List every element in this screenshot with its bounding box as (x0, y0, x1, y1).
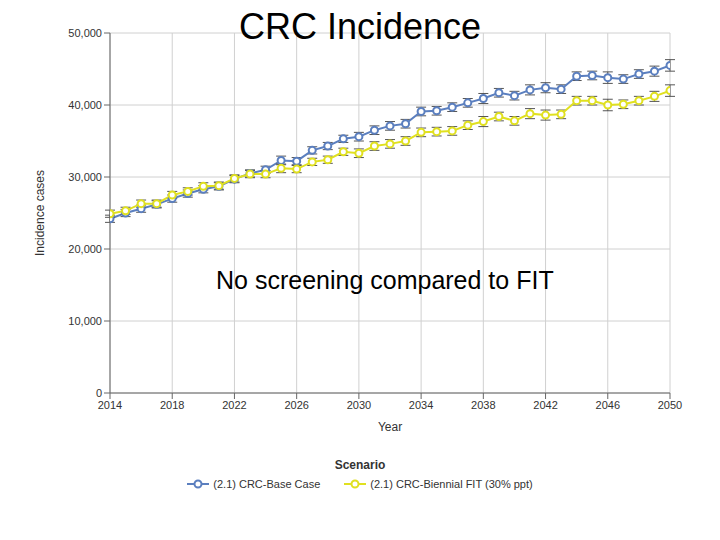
svg-text:2026: 2026 (284, 399, 308, 411)
html-text:No screening compared to FIT: No screening compared to FIT (216, 266, 554, 294)
svg-text:2018: 2018 (160, 399, 184, 411)
html-text:(2.1) CRC-Biennial FIT (30% pp: (2.1) CRC-Biennial FIT (30% ppt) (370, 478, 533, 490)
svg-text:2030: 2030 (347, 399, 371, 411)
svg-text:50,000: 50,000 (68, 27, 102, 39)
svg-text:10,000: 10,000 (68, 315, 102, 327)
svg-text:0: 0 (96, 387, 102, 399)
svg-text:2022: 2022 (222, 399, 246, 411)
svg-text:40,000: 40,000 (68, 99, 102, 111)
svg-text:2050: 2050 (658, 399, 682, 411)
html-text:(2.1) CRC-Base Case: (2.1) CRC-Base Case (213, 478, 321, 490)
svg-text:2038: 2038 (471, 399, 495, 411)
svg-text:Incidence cases: Incidence cases (33, 170, 47, 256)
svg-text:Year: Year (378, 420, 402, 434)
html-text:Scenario: Scenario (334, 458, 386, 472)
svg-text:20,000: 20,000 (68, 243, 102, 255)
svg-text:2042: 2042 (533, 399, 557, 411)
html-text:CRC Incidence: CRC Incidence (238, 6, 481, 47)
svg-text:2014: 2014 (98, 399, 122, 411)
svg-text:30,000: 30,000 (68, 171, 102, 183)
svg-text:2046: 2046 (596, 399, 620, 411)
svg-text:2034: 2034 (409, 399, 433, 411)
